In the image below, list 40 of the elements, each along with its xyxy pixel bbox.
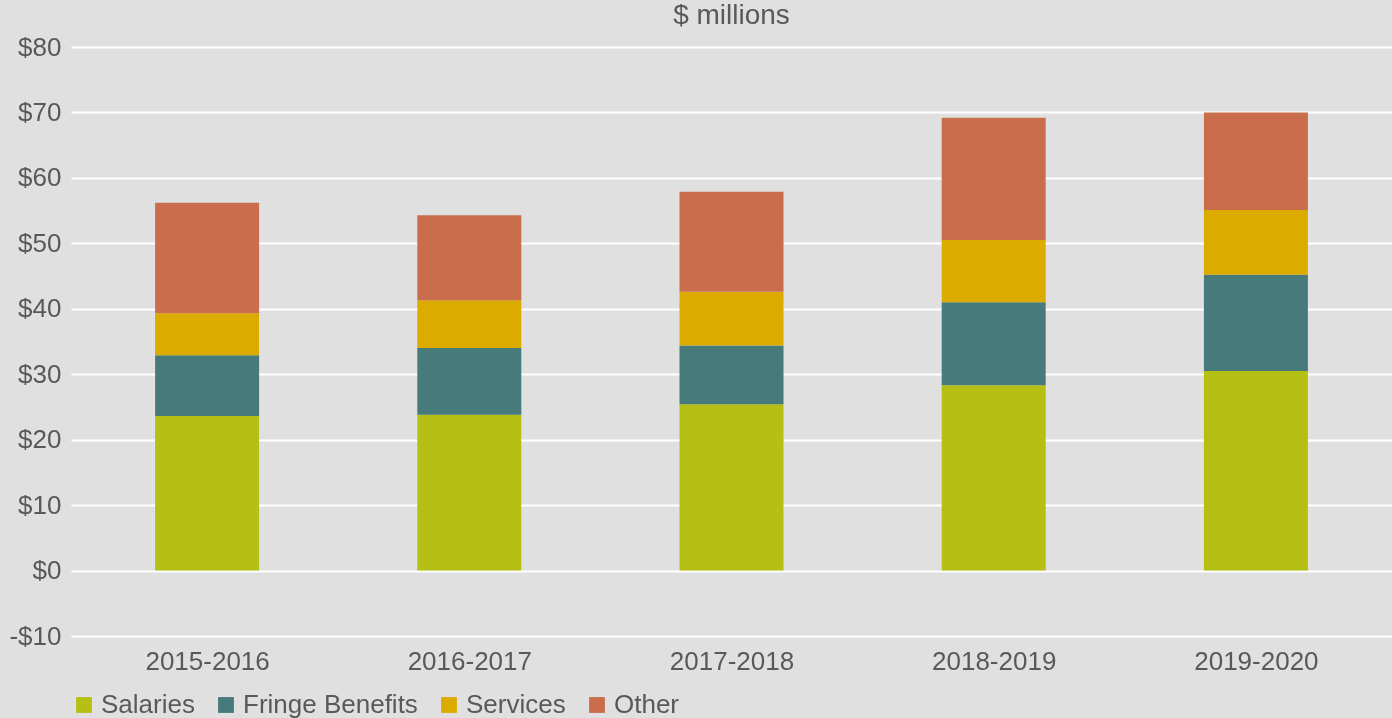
legend-label: Fringe Benefits <box>243 689 418 718</box>
y-tick-label: $80 <box>18 31 62 62</box>
bar <box>941 302 1046 386</box>
bar <box>417 300 522 349</box>
bar <box>1203 274 1308 371</box>
x-tick-label: 2015-2016 <box>145 645 270 676</box>
bar <box>417 414 522 571</box>
y-tick-label: -$10 <box>9 620 62 651</box>
y-tick-label: $70 <box>18 96 62 127</box>
bar <box>679 345 784 405</box>
bar <box>155 313 260 356</box>
y-tick-label: $60 <box>18 162 62 193</box>
bar <box>1203 370 1308 571</box>
bar <box>679 191 784 292</box>
bar <box>1203 209 1308 275</box>
legend-label: Services <box>466 689 566 718</box>
y-tick-label: $10 <box>18 489 62 520</box>
bar <box>1203 112 1308 210</box>
bar <box>679 404 784 571</box>
y-tick-label: $50 <box>18 227 62 258</box>
y-tick-label: $20 <box>18 424 62 455</box>
bar <box>417 215 522 301</box>
x-tick-label: 2016-2017 <box>407 645 532 676</box>
bar <box>417 348 522 415</box>
chart-title: $ millions <box>673 0 790 30</box>
x-tick-label: 2017-2018 <box>669 645 795 676</box>
bar <box>679 291 784 346</box>
legend-label: Other <box>614 689 680 718</box>
bar <box>155 355 260 417</box>
legend-label: Salaries <box>101 689 195 718</box>
bar <box>941 385 1046 571</box>
y-tick-label: $40 <box>18 293 62 324</box>
bar <box>941 240 1046 303</box>
bar <box>155 416 260 571</box>
bar <box>155 202 260 314</box>
y-tick-label: $30 <box>18 358 62 389</box>
bar <box>941 117 1046 241</box>
x-tick-label: 2018-2019 <box>932 645 1057 676</box>
y-tick-label: $0 <box>32 555 62 586</box>
x-tick-label: 2019-2020 <box>1194 645 1319 676</box>
